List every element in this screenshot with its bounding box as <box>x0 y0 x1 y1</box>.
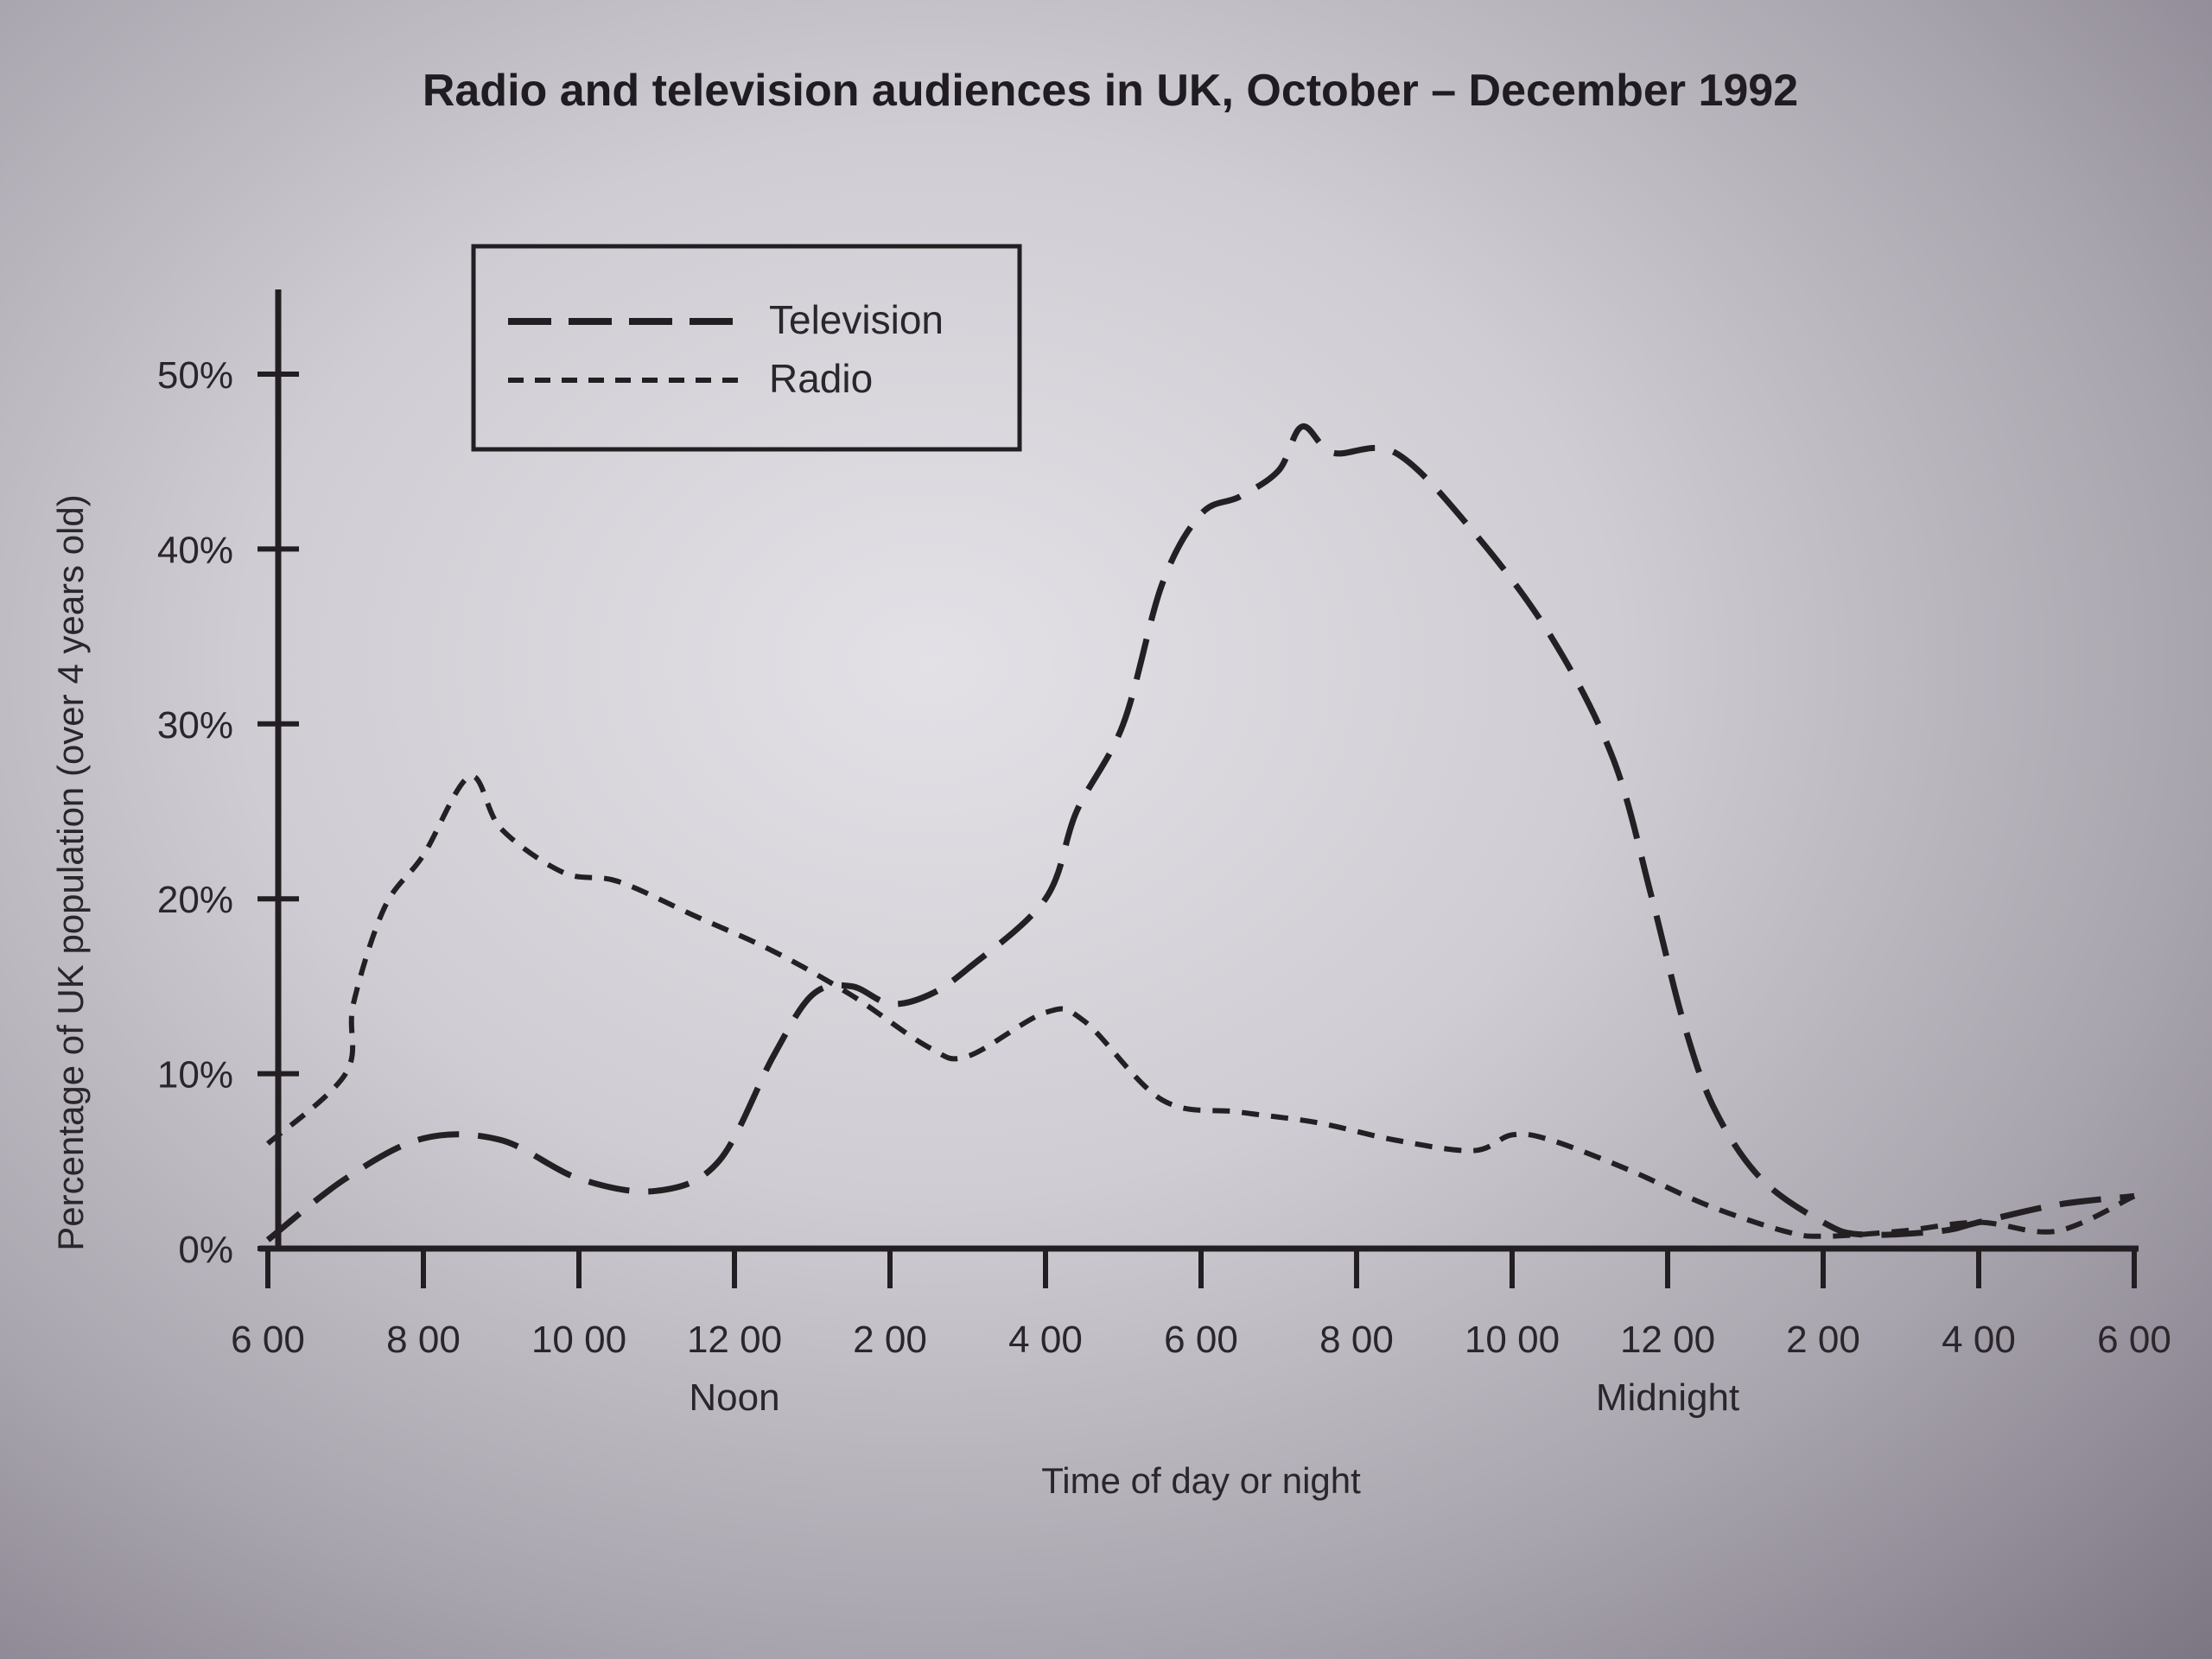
x-tick-sublabel: Noon <box>689 1376 779 1419</box>
x-tick-label: 6 00 <box>2097 1319 2171 1361</box>
chart-title: Radio and television audiences in UK, Oc… <box>423 66 1798 116</box>
y-tick-label: 30% <box>157 704 233 747</box>
x-tick-sublabel: Midnight <box>1596 1376 1739 1419</box>
x-tick-label: 10 00 <box>531 1319 626 1361</box>
x-ticks: 6 00 8 00 10 00 12 00 2 00 4 00 6 00 8 00 10 00 1… <box>231 1249 2171 1419</box>
x-tick-label: 6 00 <box>231 1319 305 1361</box>
x-tick-label: 8 00 <box>1319 1319 1394 1361</box>
y-ticks: 0% 10% 20% 30% 40% 50% <box>157 354 299 1271</box>
y-tick-label: 10% <box>157 1054 233 1096</box>
x-tick-label: 4 00 <box>1008 1319 1083 1361</box>
series-line-radio <box>265 773 2136 1239</box>
x-tick-label: 8 00 <box>386 1319 461 1361</box>
x-tick-label: 2 00 <box>853 1319 927 1361</box>
x-tick-label: 12 00 <box>687 1319 782 1361</box>
legend-label-radio: Radio <box>769 356 873 401</box>
x-tick-label: 10 00 <box>1465 1319 1560 1361</box>
x-tick-label: 4 00 <box>1942 1319 2016 1361</box>
series-group <box>265 423 2136 1243</box>
y-tick-label: 40% <box>157 529 233 571</box>
x-tick-label: 12 00 <box>1620 1319 1715 1361</box>
series-line-television <box>265 423 2135 1243</box>
x-tick-label: 2 00 <box>1786 1319 1860 1361</box>
x-tick-label: 6 00 <box>1164 1319 1238 1361</box>
y-tick-label: 50% <box>157 354 233 397</box>
legend-label-television: Television <box>769 297 944 342</box>
legend: Television Radio <box>471 244 1022 452</box>
y-tick-label: 20% <box>157 879 233 921</box>
y-tick-label: 0% <box>178 1229 233 1271</box>
y-axis-title: Percentage of UK population (over 4 year… <box>50 494 91 1251</box>
legend-box <box>471 244 1022 452</box>
x-axis-title: Time of day or night <box>1041 1460 1361 1501</box>
